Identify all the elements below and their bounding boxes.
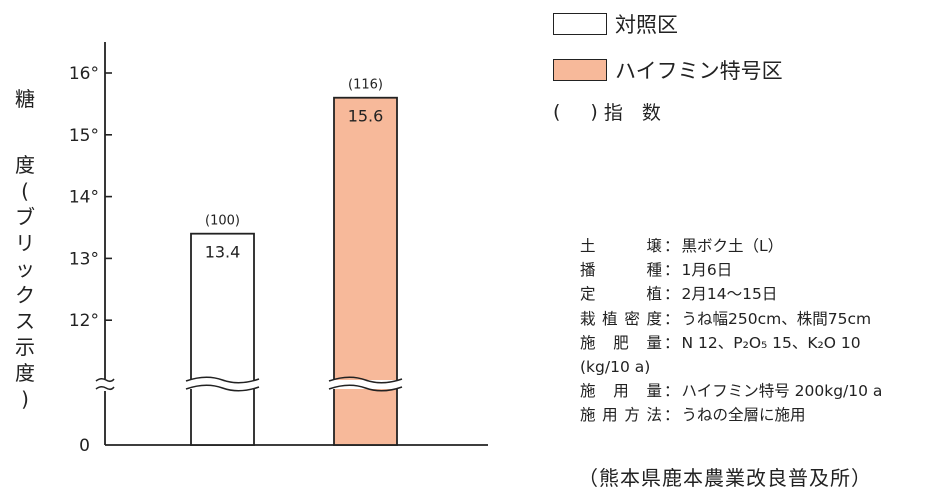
y-axis-title-char: 示 — [15, 335, 35, 359]
note-row: 施用量：ハイフミン特号 200kg/10 a — [580, 379, 882, 403]
y-axis-title-char: ク — [15, 283, 35, 307]
bar-break-line — [185, 376, 260, 384]
legend-swatch-control — [553, 13, 607, 35]
note-value: うね幅250cm、株間75cm — [681, 309, 872, 328]
y-axis-title: 糖度(ブリックス示度) — [12, 86, 38, 412]
legend-swatch-treatment — [553, 59, 607, 81]
bar — [333, 96, 398, 446]
note-value: 1月6日 — [681, 261, 733, 280]
note-label: 栽植密度 — [580, 309, 662, 328]
axis-break-mark — [95, 377, 115, 383]
legend-paren-close: ) — [590, 100, 598, 123]
legend-label-treatment: ハイフミン特号区 — [615, 59, 783, 83]
y-axis-title-char: 度 — [15, 361, 35, 385]
note-label: 土壌 — [580, 237, 662, 255]
y-tick-label: 13° — [69, 249, 99, 269]
note-row: (kg/10 a) — [580, 355, 882, 379]
legend-item-index: ( ) 指 数 — [553, 98, 661, 125]
source-credit: （熊本県鹿本農業改良普及所） — [578, 466, 872, 490]
legend-item-treatment: ハイフミン特号区 — [553, 55, 783, 85]
note-row: 定植： 2月14～15日 — [580, 282, 882, 306]
note-label: 播種 — [580, 261, 662, 280]
note-value: N 12、P₂O₅ 15、K₂O 10 — [681, 333, 861, 352]
y-axis-title-char: リ — [15, 231, 35, 255]
y-axis-title-char: ッ — [15, 257, 35, 281]
note-row: 施肥量： N 12、P₂O₅ 15、K₂O 10 — [580, 331, 882, 355]
y-axis-title-char: 度 — [15, 153, 35, 177]
y-axis-title-char: 糖 — [15, 87, 35, 111]
note-value: 2月14～15日 — [681, 285, 778, 304]
legend-paren-open: ( — [553, 100, 561, 123]
note-label: 施用量 — [580, 382, 662, 401]
bar-break-band — [187, 380, 258, 389]
y-tick-label: 16° — [69, 64, 99, 84]
y-tick-label: 14° — [69, 188, 99, 208]
bar-index-label: (116) — [348, 78, 383, 93]
note-value: (kg/10 a) — [580, 358, 651, 377]
note-value: うねの全層に施用 — [681, 406, 806, 425]
note-row: 播種： 1月6日 — [580, 258, 882, 282]
y-zero-label: 0 — [79, 436, 90, 456]
bar-break-band — [330, 380, 401, 389]
y-axis-title-char: ブ — [15, 205, 35, 229]
bar-value-label: 15.6 — [348, 107, 384, 126]
y-axis-title-char: ( — [21, 179, 29, 203]
note-label: 施肥量 — [580, 333, 662, 352]
experiment-notes: 土壌：黒ボク土（L） 播種： 1月6日 定植： 2月14～15日 栽植密度：うね幅2… — [580, 234, 882, 428]
legend-item-control: 対照区 — [553, 9, 678, 39]
legend-label-control: 対照区 — [615, 13, 678, 37]
note-value: ハイフミン特号 200kg/10 a — [681, 382, 883, 401]
y-tick-label: 15° — [69, 126, 99, 146]
note-row: 栽植密度：うね幅250cm、株間75cm — [580, 307, 882, 331]
bar-break-line — [328, 376, 403, 384]
y-axis-title-char: ス — [15, 309, 35, 333]
y-axis-title-char: ) — [21, 387, 29, 411]
bar-index-label: (100) — [205, 214, 240, 229]
axis-break-mark — [95, 385, 115, 391]
bar-value-label: 13.4 — [205, 243, 241, 262]
y-tick-label: 12° — [69, 311, 99, 331]
note-row: 施用方法：うねの全層に施用 — [580, 403, 882, 427]
bar — [190, 232, 255, 446]
note-label: 定植 — [580, 285, 662, 304]
bar-break-line — [328, 384, 403, 392]
note-label: 施用方法 — [580, 406, 662, 425]
bar-layer: 13.4 (100) 15.6 (116) — [185, 78, 403, 446]
legend-index-label: 指 数 — [603, 102, 661, 124]
note-row: 土壌：黒ボク土（L） — [580, 234, 882, 258]
note-value: 黒ボク土（L） — [681, 237, 784, 255]
axis-layer: 12° 13° 14° 15° 16° 0 — [69, 42, 488, 456]
bar-break-line — [185, 384, 260, 392]
